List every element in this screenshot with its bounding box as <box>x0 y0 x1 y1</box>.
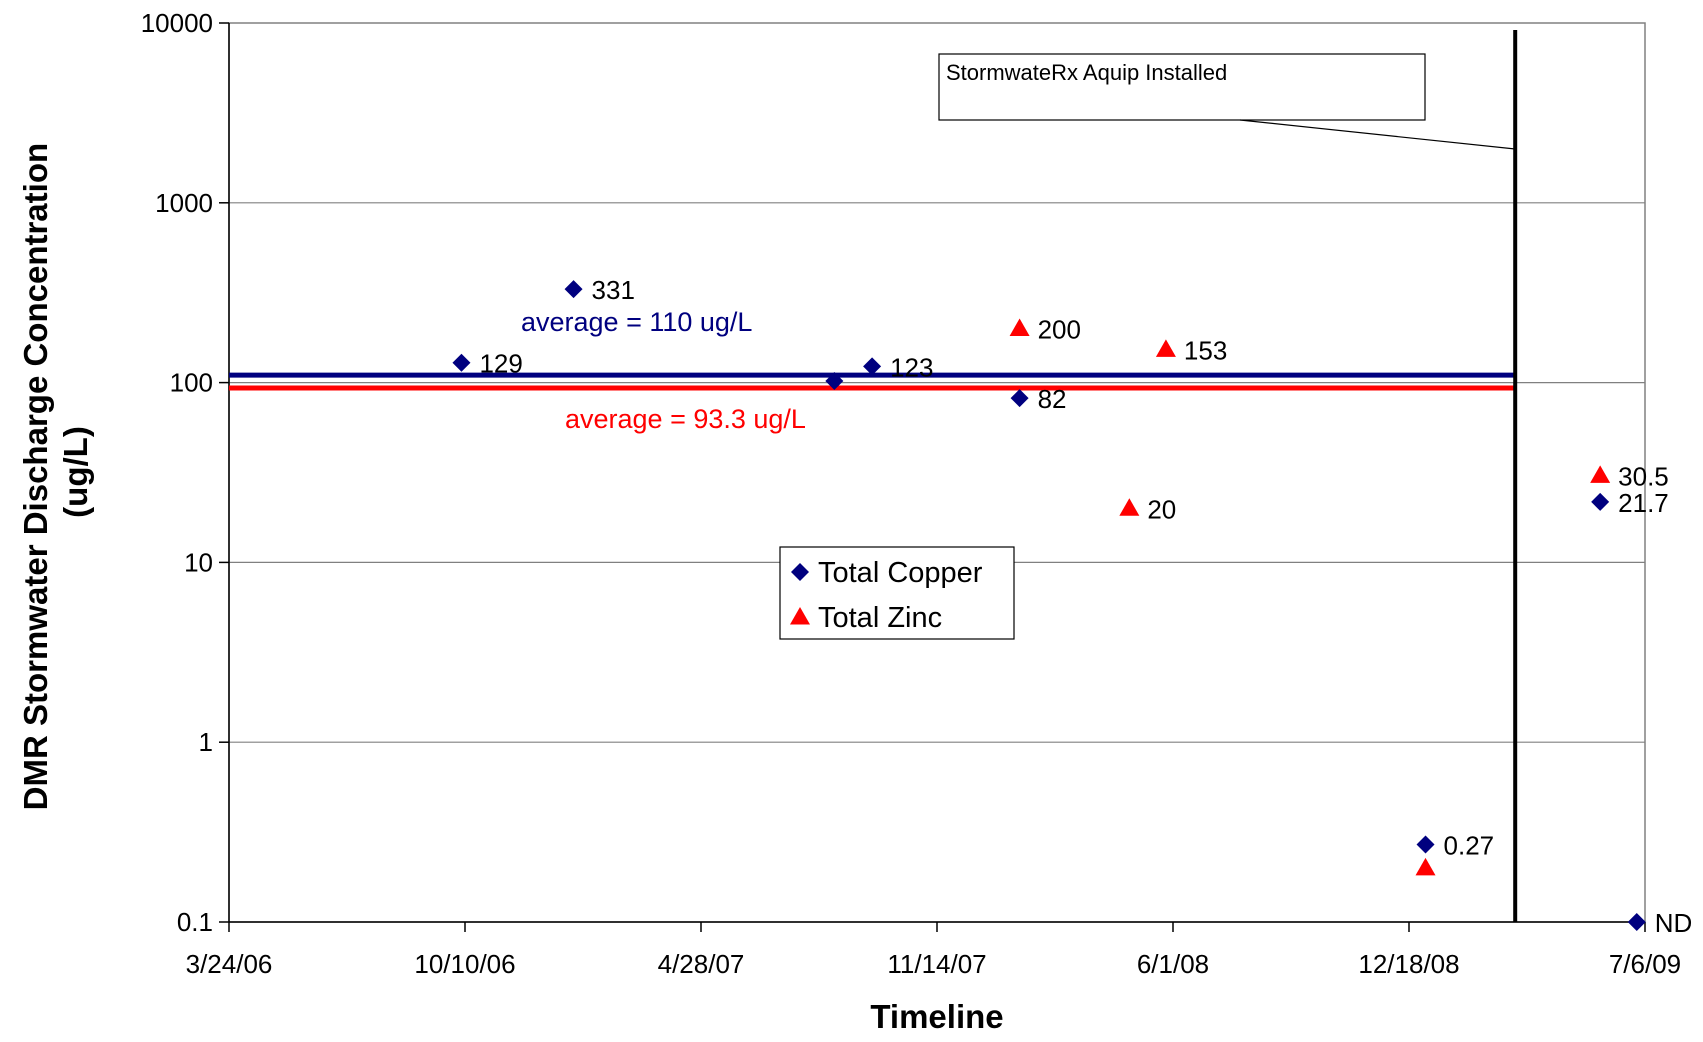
callout: StormwateRx Aquip Installed <box>938 53 1516 150</box>
zinc-point <box>1155 339 1176 357</box>
data-label: 200 <box>1038 314 1081 344</box>
data-labels: 129 331 123 82 0.27 21.7 ND 200 20 153 30.5 <box>479 275 1692 938</box>
data-label: 0.27 <box>1444 830 1495 860</box>
copper-point <box>1010 389 1029 408</box>
x-axis-ticks: 3/24/06 10/10/06 4/28/07 11/14/07 6/1/08 12/1… <box>186 921 1681 979</box>
x-tick-label: 10/10/06 <box>414 949 515 979</box>
y-axis-title-line-1: DMR Stormwater Discharge Concentration <box>17 143 54 810</box>
x-tick-label: 3/24/06 <box>186 949 273 979</box>
zinc-point <box>1009 318 1030 336</box>
average-label: average = 93.3 ug/L <box>565 404 806 434</box>
zinc-point <box>1590 465 1611 483</box>
copper-point <box>1627 913 1646 931</box>
y-axis-ticks: 0.1 1 10 100 1000 10000 <box>141 8 230 937</box>
data-label: ND <box>1655 908 1693 938</box>
data-label: 123 <box>890 352 933 382</box>
legend-entry: Total Copper <box>818 557 983 589</box>
legend-copper-marker <box>791 563 809 581</box>
data-label: 20 <box>1147 494 1176 524</box>
zinc-point <box>1415 857 1436 876</box>
copper-point <box>1416 835 1435 854</box>
zinc-point <box>1119 498 1140 516</box>
x-tick-label: 4/28/07 <box>658 949 745 979</box>
callout-leader <box>1239 119 1516 150</box>
legend-box <box>779 546 1015 640</box>
legend-entry: Total Zinc <box>818 602 942 634</box>
data-label: 331 <box>592 275 635 305</box>
average-label: average = 110 ug/L <box>521 307 752 337</box>
y-tick-label: 10000 <box>141 8 213 38</box>
legend: Total Copper Total Zinc <box>779 546 1015 640</box>
callout-text: StormwateRx Aquip Installed <box>946 60 1227 85</box>
average-lines: average = 110 ug/L average = 93.3 ug/L <box>229 307 1516 434</box>
y-tick-label: 100 <box>170 368 213 398</box>
y-tick-label: 0.1 <box>177 907 213 937</box>
data-label: 82 <box>1038 384 1067 414</box>
data-label: 30.5 <box>1618 461 1669 491</box>
y-tick-label: 10 <box>184 547 213 577</box>
data-label: 129 <box>479 349 522 379</box>
data-label: 21.7 <box>1618 488 1669 518</box>
x-axis-title: Timeline <box>870 998 1003 1035</box>
copper-point <box>452 353 471 372</box>
y-axis-title-line-2: (ug/L) <box>57 426 94 518</box>
callout-box <box>938 53 1426 121</box>
y-axis-title: DMR Stormwater Discharge Concentration (… <box>17 134 94 811</box>
y-tick-label: 1 <box>199 727 213 757</box>
copper-point <box>1591 492 1610 511</box>
legend-zinc-marker <box>790 607 810 625</box>
x-tick-label: 11/14/07 <box>887 949 986 979</box>
x-tick-label: 7/6/09 <box>1609 949 1681 979</box>
gridlines <box>229 202 1645 743</box>
copper-point <box>863 357 882 376</box>
copper-point <box>825 372 844 391</box>
data-series <box>452 280 1646 931</box>
copper-point <box>564 280 583 299</box>
x-tick-label: 6/1/08 <box>1137 949 1209 979</box>
x-tick-label: 12/18/08 <box>1358 949 1459 979</box>
data-label: 153 <box>1184 335 1227 365</box>
y-tick-label: 1000 <box>155 188 213 218</box>
